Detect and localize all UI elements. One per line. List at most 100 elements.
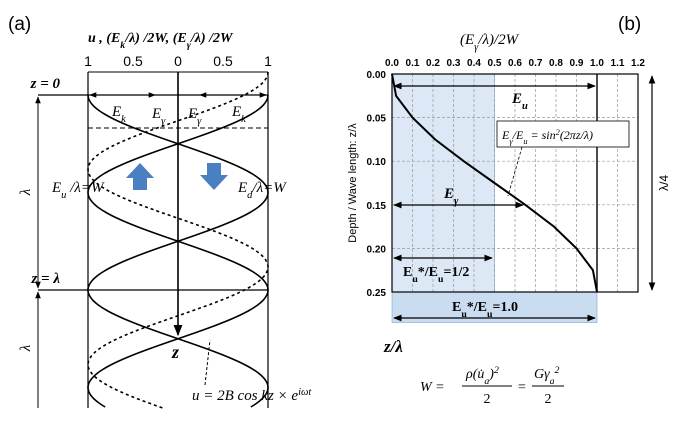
x-tick-label: 0.1 [406, 58, 420, 69]
text-fragment: a [484, 376, 489, 387]
leader-line [204, 339, 211, 386]
text-fragment: /λ=W [251, 180, 287, 196]
text-fragment: Gγ [534, 367, 550, 382]
text-fragment: γ [474, 42, 479, 53]
text-fragment: E [452, 300, 461, 315]
quarter-label: λ/4 [657, 175, 671, 191]
x-tick-label: 1.0 [590, 58, 604, 69]
eg-label: Eγ [443, 186, 459, 207]
text-fragment: E [511, 91, 522, 107]
x-tick-label: 0.3 [447, 58, 461, 69]
eg-left: Eγ [151, 106, 166, 127]
text-fragment: /λ=W [66, 180, 105, 196]
zl-label: z = λ [30, 271, 60, 287]
plot-frame [391, 73, 639, 293]
x-tick-label: 0.8 [549, 58, 563, 69]
text-fragment: */E [467, 300, 487, 315]
text-fragment: u = 2B cos kz × e [192, 388, 298, 404]
x-axis-title: (Eγ/λ)/2W [460, 32, 520, 53]
ek-left: Ek [111, 104, 126, 125]
text-fragment: (E [460, 32, 474, 48]
y-tick-label: 0.15 [367, 201, 387, 212]
text-fragment: E [111, 104, 121, 120]
x-tick-label: 0.6 [508, 58, 522, 69]
half-label: Eu*/Eu=1/2 [403, 265, 469, 285]
text-fragment: iωt [298, 387, 312, 398]
text-fragment: u [412, 274, 418, 285]
x-tick-label: 0.5 [488, 58, 502, 69]
text-fragment: γ [197, 116, 202, 127]
curve [391, 73, 598, 293]
down-arrow [200, 163, 228, 190]
envelope-curve [87, 94, 269, 408]
text-fragment: a [550, 376, 555, 387]
eg-right: Eγ [187, 106, 202, 127]
envelope-curve [87, 94, 269, 408]
displacement-curve [87, 71, 269, 409]
x-tick-label: 0.7 [529, 58, 543, 69]
text-fragment: E [403, 265, 412, 280]
x-tick-label: 0.0 [385, 58, 399, 69]
up-arrow [126, 163, 154, 190]
lambda-label: λ [18, 188, 34, 196]
text-fragment: =1/2 [443, 265, 469, 280]
y-axis-title: Depth / Wave length: z/λ [347, 123, 359, 243]
text-fragment: E [187, 106, 197, 122]
text-fragment: d [247, 190, 253, 201]
full-label: Eu*/Eu=1.0 [452, 300, 518, 320]
text-fragment: 2 [494, 365, 499, 376]
curve-label: Eγ/Eu = sin2(2πz/λ) [501, 128, 593, 146]
text-fragment: E [501, 128, 510, 142]
zl-label: z/λ [383, 337, 403, 356]
formula-den: 2 [484, 392, 491, 407]
text-fragment: E [231, 104, 241, 120]
y-tick-label: 0.00 [367, 70, 387, 81]
formula-den: 2 [545, 392, 552, 407]
text-fragment: k [120, 40, 125, 51]
text-fragment: = sin [528, 128, 556, 142]
text-fragment: u [523, 137, 527, 146]
top-tick-label: 0.5 [213, 53, 233, 69]
text-fragment: /λ)/2W [477, 32, 519, 48]
text-fragment: k [121, 114, 126, 125]
x-tick-label: 0.4 [467, 58, 481, 69]
label-box [496, 120, 630, 148]
text-fragment: */E [418, 265, 438, 280]
eu-label: Eu [511, 91, 528, 112]
eu-label: Eu /λ=W [51, 180, 105, 201]
text-fragment: E [237, 180, 247, 196]
text-fragment: u̇ [477, 367, 484, 382]
panel-a: (a) u , (Ek/λ) /2W, (Eγ/λ) /2W z = 0 z =… [8, 14, 312, 409]
panel-b: (b) (Eγ/λ)/2W Depth / Wave length: z/λ 0… [347, 14, 671, 407]
formula-eq: = [518, 380, 526, 395]
top-tick-label: 0.5 [123, 53, 143, 69]
panel-label: (b) [618, 14, 641, 35]
text-fragment: u [522, 101, 528, 112]
top-tick-label: 1 [84, 53, 92, 69]
text-fragment: ) [488, 367, 494, 382]
z-label: z [171, 342, 179, 362]
text-fragment: u [461, 309, 467, 320]
text-fragment: γ [161, 116, 166, 127]
text-fragment: E [51, 180, 61, 196]
y-tick-label: 0.10 [367, 157, 387, 168]
text-fragment: (2πz/λ) [560, 128, 593, 142]
text-fragment: 2 [555, 365, 560, 376]
panel-title: u , (Ek/λ) /2W, (Eγ/λ) /2W [88, 31, 234, 51]
text-fragment: E [443, 186, 454, 202]
text-fragment: /E [512, 128, 524, 142]
shaded-band [391, 73, 495, 293]
text-fragment: /λ) /2W, (E [124, 31, 187, 46]
leader-line [507, 146, 523, 197]
x-tick-label: 1.1 [611, 58, 625, 69]
text-fragment: ρ( [465, 367, 479, 382]
text-fragment: γ [454, 196, 459, 207]
text-fragment: =1.0 [492, 300, 517, 315]
text-fragment: E [151, 106, 161, 122]
y-tick-label: 0.25 [367, 288, 387, 299]
y-tick-label: 0.20 [367, 244, 387, 255]
z0-label: z = 0 [30, 76, 61, 92]
text-fragment: u [61, 190, 66, 201]
formula-num: ρ(u̇a)2 [465, 365, 499, 387]
